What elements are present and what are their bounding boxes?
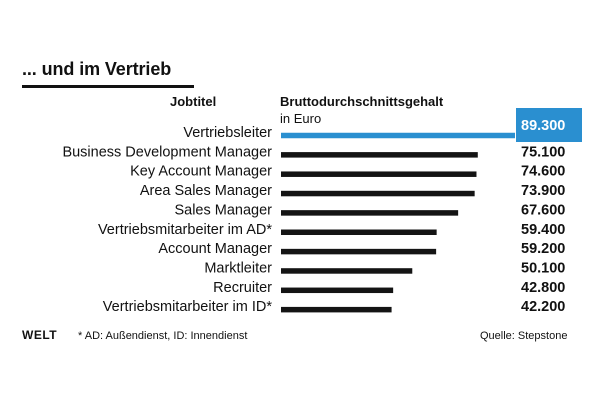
column-header-salary: Bruttodurchschnittsgehalt (280, 94, 444, 109)
highlight-value-badge (516, 108, 582, 142)
bar (281, 248, 437, 255)
bar (281, 229, 437, 235)
bar (281, 171, 477, 177)
bar (281, 152, 478, 158)
value-label: 75.100 (521, 144, 565, 160)
category-label: Area Sales Manager (140, 183, 272, 199)
bar (281, 306, 392, 313)
column-header-jobtitle: Jobtitel (170, 94, 217, 109)
category-label: Sales Manager (174, 202, 272, 218)
footnote: * AD: Außendienst, ID: Innendienst (78, 330, 248, 342)
value-label: 42.200 (521, 299, 565, 315)
category-label: Recruiter (213, 280, 272, 296)
column-header-unit: in Euro (280, 111, 322, 126)
value-label: 59.200 (521, 241, 565, 257)
welt-logo: WELT (22, 328, 58, 342)
category-label: Marktleiter (204, 260, 272, 276)
value-label: 67.600 (521, 202, 565, 218)
category-label: Vertriebsmitarbeiter im ID* (103, 299, 273, 315)
category-label: Account Manager (158, 241, 272, 257)
value-label: 59.400 (521, 222, 565, 238)
bar (281, 287, 394, 294)
value-label: 50.100 (521, 260, 565, 276)
bar (281, 268, 413, 274)
category-label: Key Account Manager (130, 164, 272, 180)
chart-title: ... und im Vertrieb (22, 59, 172, 79)
value-label: 73.900 (521, 183, 565, 199)
category-label: Business Development Manager (62, 144, 272, 160)
category-label: Vertriebsmitarbeiter im AD* (98, 222, 272, 238)
bar (281, 210, 459, 216)
title-underline (22, 85, 194, 88)
bar (281, 132, 515, 139)
value-label: 89.300 (521, 118, 565, 134)
value-label: 74.600 (521, 164, 565, 180)
value-label: 42.800 (521, 280, 565, 296)
bar (281, 190, 475, 197)
source-note: Quelle: Stepstone (480, 330, 568, 342)
category-label: Vertriebsleiter (183, 125, 272, 141)
